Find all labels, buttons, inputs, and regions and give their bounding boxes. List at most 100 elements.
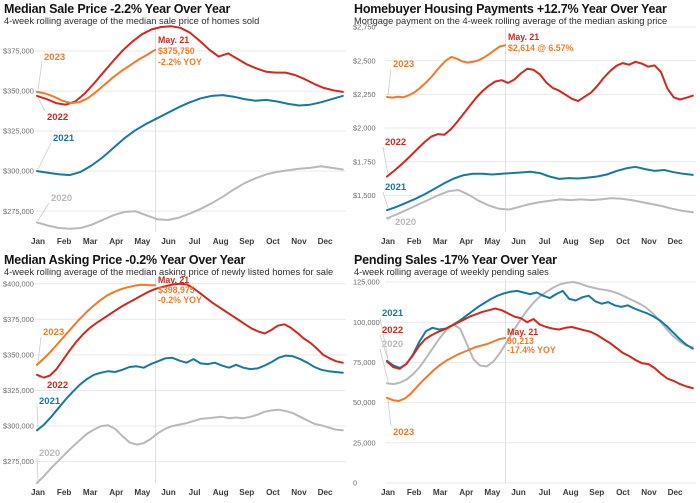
series-line-2023 [386, 337, 507, 402]
chart-subtitle: 4-week rolling average of weekly pending… [354, 267, 549, 277]
x-axis-month-label: Jul [189, 488, 201, 497]
label-leader-line [37, 61, 43, 90]
series-year-label: 2022 [382, 325, 403, 336]
annotation-line: May. 21 [158, 275, 189, 285]
y-axis-label: 100,000 [353, 318, 380, 327]
x-axis-month-label: May [484, 237, 500, 246]
y-axis-label: $400,000 [3, 279, 34, 288]
x-axis-month-label: Sep [589, 237, 604, 246]
y-axis-label: $2,250 [353, 90, 376, 99]
series-year-label: 2023 [393, 59, 414, 70]
y-axis-label: $1,750 [353, 157, 376, 166]
annotation-line: -0.2% YOY [158, 295, 202, 305]
y-axis-label: $2,500 [353, 56, 376, 65]
x-axis-month-label: Jan [31, 237, 45, 246]
x-axis-month-label: Feb [57, 488, 72, 497]
series-year-label: 2022 [47, 112, 68, 123]
y-axis-label: $375,000 [3, 315, 34, 324]
annotation-line: May. 21 [508, 32, 539, 42]
annotation-line: May. 21 [507, 327, 538, 337]
label-leader-line [37, 97, 46, 112]
y-axis-label: $325,000 [3, 386, 34, 395]
series-year-label: 2020 [51, 193, 72, 204]
x-axis-month-label: Nov [291, 237, 307, 246]
x-axis-month-label: Oct [616, 237, 630, 246]
y-axis-label: $350,000 [3, 350, 34, 359]
label-leader-line [387, 399, 392, 427]
y-axis-label: 125,000 [353, 278, 380, 287]
x-axis-month-label: Mar [83, 488, 98, 497]
label-leader-line [387, 215, 394, 221]
chart-canvas: 125,000 100,000 75,000 50,000 25,000 0 Jan Feb M… [353, 278, 696, 497]
chart-median-sale-price: Median Sale Price -2.2% Year Over Year 4… [0, 0, 350, 251]
x-axis-month-label: Feb [407, 488, 422, 497]
series-year-label: 2023 [44, 52, 65, 63]
series-line-2020 [36, 408, 344, 484]
x-axis-month-label: Nov [291, 488, 307, 497]
annotation-line: -2.2% YOY [158, 57, 202, 67]
x-axis-month-label: Jan [31, 488, 45, 497]
label-leader-line [382, 146, 389, 175]
series-year-label: 2020 [382, 339, 403, 350]
annotation-line: $2,614 @ 6.57% [508, 43, 573, 53]
series-line-2021 [36, 94, 344, 177]
series-line-2022 [36, 25, 344, 106]
label-leader-line [37, 142, 52, 170]
x-axis-month-label: Jun [161, 237, 176, 246]
x-axis-month-label: Nov [641, 237, 657, 246]
x-axis-month-label: Sep [239, 237, 254, 246]
y-axis-label: $1,500 [353, 191, 376, 200]
chart-title: Homebuyer Housing Payments +12.7% Year O… [354, 2, 667, 16]
x-axis-month-label: Jan [381, 488, 395, 497]
x-axis-month-label: Aug [213, 488, 229, 497]
chart-title: Pending Sales -17% Year Over Year [354, 253, 557, 267]
x-axis-month-label: Jun [161, 488, 176, 497]
chart-median-asking-price: Median Asking Price -0.2% Year Over Year… [0, 251, 350, 502]
series-line-2022 [386, 60, 694, 178]
chart-canvas: $2,750 $2,500 $2,250 $2,000 $1,750 $1,500 Jan F… [353, 23, 696, 246]
x-axis-month-label: Jul [189, 237, 201, 246]
x-axis-month-label: Mar [433, 237, 448, 246]
series-line-2023 [386, 44, 507, 99]
x-axis-month-label: Oct [266, 488, 280, 497]
x-axis-month-label: Nov [641, 488, 657, 497]
y-axis-label: $375,000 [3, 47, 34, 56]
label-leader-line [387, 68, 392, 96]
series-year-label: 2022 [47, 380, 68, 391]
series-year-label: 2022 [385, 137, 406, 148]
x-axis-month-label: Apr [459, 237, 474, 246]
x-axis-month-label: Feb [407, 237, 422, 246]
annotation-line: 90,213 [507, 336, 534, 346]
label-leader-line [36, 405, 39, 429]
y-axis-label: 0 [353, 479, 357, 488]
y-axis-label: $2,000 [353, 124, 376, 133]
y-axis-label: 50,000 [353, 398, 376, 407]
y-axis-label: 25,000 [353, 438, 376, 447]
x-axis-month-label: Aug [563, 237, 579, 246]
series-line-2021 [386, 165, 694, 212]
series-line-2020 [386, 281, 694, 386]
series-line-2022 [386, 307, 694, 390]
annotation-line: $375,750 [158, 46, 195, 56]
y-axis-label: $350,000 [3, 87, 34, 96]
chart-title: Median Asking Price -0.2% Year Over Year [4, 253, 246, 267]
series-line-2021 [386, 289, 694, 369]
label-leader-line [37, 376, 46, 380]
chart-subtitle: 4-week rolling average of the median sal… [4, 16, 260, 26]
series-year-label: 2021 [39, 396, 61, 407]
series-year-label: 2021 [385, 182, 407, 193]
series-line-2021 [36, 354, 344, 432]
chart-homebuyer-housing-payments: Homebuyer Housing Payments +12.7% Year O… [350, 0, 700, 251]
x-axis-month-label: Dec [668, 488, 683, 497]
label-leader-line [379, 334, 389, 360]
x-axis-month-label: Apr [109, 237, 124, 246]
series-year-label: 2021 [382, 308, 404, 319]
label-leader-line [37, 336, 42, 363]
y-axis-label: $325,000 [3, 127, 34, 136]
annotation-line: $398,975 [158, 285, 195, 295]
series-year-label: 2023 [393, 427, 414, 438]
y-axis-label: $275,000 [3, 207, 34, 216]
x-axis-month-label: Aug [563, 488, 579, 497]
series-line-2022 [36, 282, 344, 379]
x-axis-month-label: Mar [83, 237, 98, 246]
